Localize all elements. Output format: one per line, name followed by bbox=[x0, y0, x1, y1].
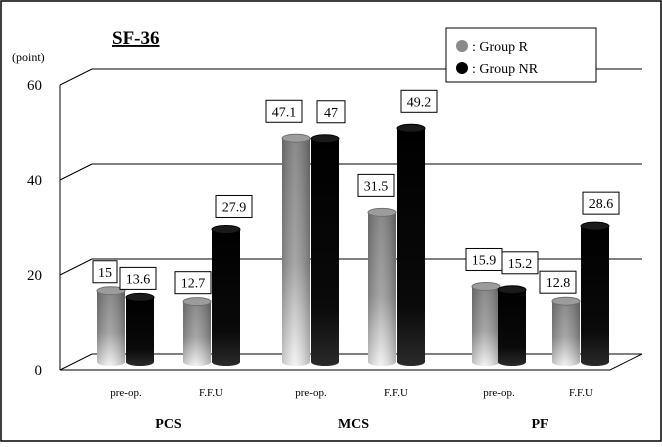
data-label-box bbox=[582, 191, 620, 215]
bar-group-nr-3 bbox=[396, 123, 426, 366]
bar-group-r-2-top bbox=[281, 133, 311, 143]
bar-group-r-5 bbox=[551, 296, 581, 366]
x-group-label: MCS bbox=[338, 417, 369, 432]
bar-group-r-1 bbox=[182, 297, 212, 366]
data-label: 47.1 bbox=[272, 105, 297, 120]
y-tick-label: 20 bbox=[27, 268, 42, 284]
data-label: 15.9 bbox=[472, 253, 497, 268]
data-label: 13.6 bbox=[126, 272, 151, 287]
bar-group-nr-1 bbox=[211, 224, 241, 366]
bar-group-r-3 bbox=[367, 207, 397, 366]
y-tick-label: 60 bbox=[27, 78, 42, 94]
bar-group-r-2 bbox=[281, 133, 311, 366]
bar-group-nr-1-top bbox=[211, 224, 241, 234]
bar-group-r-0-shade bbox=[97, 290, 125, 366]
bar-group-r-4-top bbox=[471, 281, 501, 291]
bar-group-nr-4-body bbox=[498, 289, 526, 366]
data-label-box bbox=[501, 251, 539, 275]
bar-group-nr-0-top bbox=[125, 292, 155, 302]
data-label: 47 bbox=[324, 106, 338, 121]
data-label: 12.8 bbox=[546, 276, 571, 291]
bar-group-nr-2-top bbox=[310, 134, 340, 144]
gridline-depth bbox=[59, 258, 93, 276]
bar-group-r-1-top bbox=[182, 297, 212, 307]
x-group-label: PF bbox=[531, 417, 548, 432]
data-label: 15.2 bbox=[508, 257, 533, 272]
bar-group-nr-1-body bbox=[212, 229, 240, 366]
bar-group-nr-0-body bbox=[126, 297, 154, 366]
data-label-box bbox=[357, 173, 395, 197]
bar-group-r-0-top bbox=[96, 286, 126, 296]
x-tick-label: F.F.U bbox=[569, 387, 593, 399]
bar-group-nr-0 bbox=[125, 292, 155, 366]
y-tick-label: 0 bbox=[35, 363, 43, 379]
bar-group-r-3-shade bbox=[368, 212, 396, 366]
bar-group-nr-5-body bbox=[581, 226, 609, 366]
x-group-label: PCS bbox=[155, 417, 182, 432]
data-label-box bbox=[400, 89, 438, 113]
bar-group-nr-5-top bbox=[580, 221, 610, 231]
data-label: 28.6 bbox=[589, 197, 614, 212]
chart-bars bbox=[96, 123, 610, 366]
x-tick-label: pre-op. bbox=[295, 387, 327, 399]
data-label: 15 bbox=[98, 266, 112, 281]
bar-group-r-5-shade bbox=[552, 301, 580, 366]
x-tick-label: pre-op. bbox=[483, 387, 515, 399]
bar-group-r-0 bbox=[96, 286, 126, 366]
data-label: 31.5 bbox=[364, 179, 389, 194]
bar-group-r-1-shade bbox=[183, 301, 211, 366]
data-label-box bbox=[92, 260, 118, 284]
gridline-depth bbox=[59, 163, 93, 181]
data-label-box bbox=[539, 270, 577, 294]
legend-label-group-r: : Group R bbox=[472, 40, 529, 55]
data-label: 27.9 bbox=[222, 200, 247, 215]
legend-label-group-nr: : Group NR bbox=[472, 62, 539, 77]
bar-group-nr-2-body bbox=[311, 138, 339, 366]
bar-group-r-2-shade bbox=[282, 138, 310, 366]
bar-group-nr-4 bbox=[497, 285, 527, 366]
x-tick-label: pre-op. bbox=[110, 387, 142, 399]
bar-group-r-5-top bbox=[551, 296, 581, 306]
bar-group-nr-3-top bbox=[396, 123, 426, 133]
gridline-depth bbox=[59, 68, 93, 86]
legend: : Group R : Group NR bbox=[445, 27, 597, 83]
bar-group-nr-2 bbox=[310, 134, 340, 366]
data-label: 49.2 bbox=[407, 95, 432, 110]
data-label-box bbox=[215, 194, 253, 218]
data-label-box bbox=[316, 100, 346, 124]
data-label-box bbox=[119, 266, 157, 290]
chart-title: SF-36 bbox=[112, 28, 160, 49]
chart-data-labels: 15 13.6 12.7 27.9 47.1 47 31.5 49.2 15.9 15.2 12.8… bbox=[92, 89, 620, 295]
legend-marker-group-r bbox=[456, 40, 468, 52]
bar-group-nr-5 bbox=[580, 221, 610, 366]
legend-marker-group-nr bbox=[456, 62, 468, 74]
x-tick-label: F.F.U bbox=[384, 387, 408, 399]
bar-group-r-4-shade bbox=[472, 286, 500, 366]
y-tick-label: 40 bbox=[27, 173, 42, 189]
x-tick-label: F.F.U bbox=[199, 387, 223, 399]
data-label-box bbox=[265, 99, 303, 123]
bar-group-r-3-top bbox=[367, 207, 397, 217]
bar-group-nr-4-top bbox=[497, 285, 527, 295]
data-label-box bbox=[174, 271, 212, 295]
bar-group-nr-3-body bbox=[397, 128, 425, 366]
data-label: 12.7 bbox=[181, 277, 206, 292]
y-axis-unit-label: (point) bbox=[12, 50, 45, 64]
bar-group-r-4 bbox=[471, 281, 501, 366]
